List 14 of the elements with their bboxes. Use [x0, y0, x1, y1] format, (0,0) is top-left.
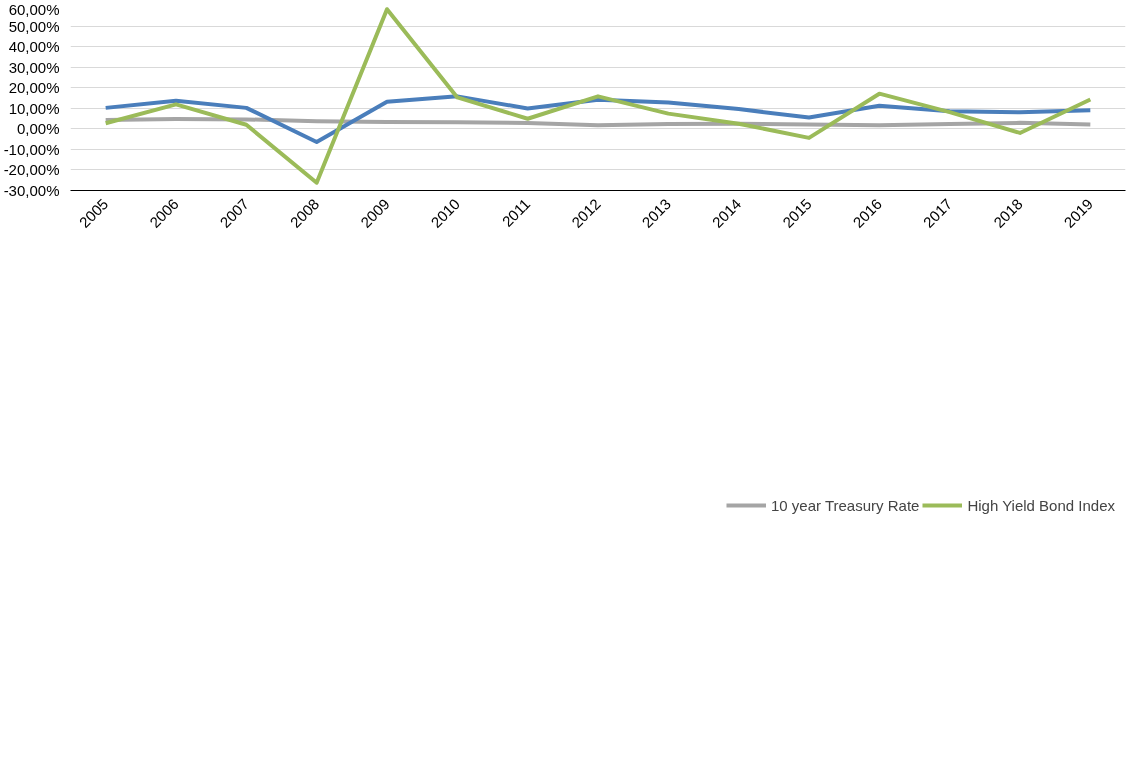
y-tick-label: -30,00%: [3, 182, 60, 199]
line-series: [103, 94, 1093, 144]
y-tick-label: -10,00%: [3, 140, 60, 158]
y-tick-label: 20,00%: [8, 79, 60, 97]
y-tick-label: 40,00%: [8, 38, 60, 56]
y-tick-label: 50,00%: [8, 17, 60, 35]
y-tick-label: -20,00%: [3, 161, 60, 179]
y-tick-label: 10,00%: [8, 99, 60, 117]
y-tick-label: 0,00%: [16, 120, 60, 138]
y-tick-label: 60,00%: [8, 0, 60, 18]
line-series: [103, 7, 1093, 185]
y-tick-label: 30,00%: [8, 58, 60, 76]
legend-label: High Yield Bond Index: [967, 496, 1115, 514]
legend-label: 10 year Treasury Rate: [770, 496, 920, 514]
